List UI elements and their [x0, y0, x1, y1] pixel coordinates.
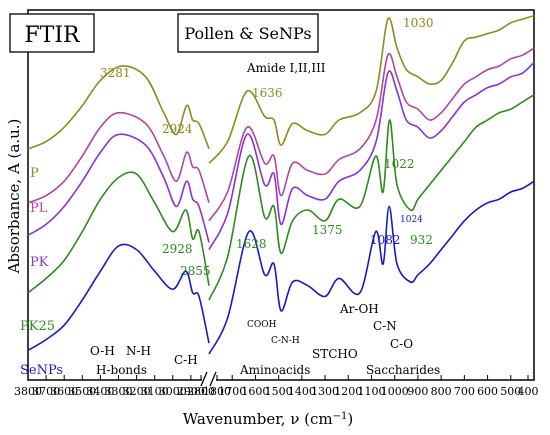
series-layer — [27, 14, 535, 355]
label-aminoacids: Aminoacids — [239, 363, 310, 377]
x-tick-label-left-2: 3600 — [50, 385, 78, 398]
x-tick-label-left-1: 3700 — [32, 385, 60, 398]
x-tick-label-left-6: 3200 — [123, 385, 151, 398]
series-line-pk-left — [27, 133, 210, 243]
x-tick-label-right-9: 900 — [407, 385, 428, 398]
x-tick-label-right-5: 1300 — [311, 385, 339, 398]
peak-2924: 2924 — [162, 122, 193, 136]
peak-1022: 1022 — [384, 157, 415, 171]
axis-break — [200, 371, 217, 387]
x-tick-label-right-0: 1800 — [203, 385, 231, 398]
x-tick-label-right-13: 500 — [500, 385, 521, 398]
label-pk: PK — [30, 255, 49, 270]
plot-frame — [27, 9, 535, 381]
label-hbonds: H-bonds — [96, 363, 147, 377]
label-cooh: COOH — [247, 320, 277, 330]
x-tick-label-right-7: 1100 — [358, 385, 386, 398]
x-tick-label-left-0: 3800 — [14, 385, 42, 398]
series-line-p-right — [208, 14, 535, 164]
x-axis-title: Wavenumber, ν (cm−1) — [183, 410, 353, 428]
label-oh: O-H — [90, 344, 115, 358]
x-tick-label-right-10: 800 — [431, 385, 452, 398]
label-saccharides: Saccharides — [366, 363, 440, 377]
x-tick-label-left-5: 3300 — [105, 385, 133, 398]
title-ftir: FTIR — [24, 23, 81, 48]
label-amide: Amide I,II,III — [246, 61, 326, 75]
peak-2855: 2855 — [180, 264, 211, 278]
x-tick-label-right-1: 1700 — [218, 385, 246, 398]
peak-1636: 1636 — [252, 86, 283, 100]
x-tick-label-left-10: 2800 — [187, 385, 215, 398]
series-line-senps-left — [27, 243, 210, 352]
x-tick-label-right-4: 1400 — [288, 385, 316, 398]
label-co: C-O — [390, 337, 413, 351]
label-stcho: STCHO — [312, 347, 358, 361]
label-cnh: C-N-H — [271, 336, 300, 346]
series-line-pk-right — [208, 61, 535, 250]
x-tick-label-left-8: 3000 — [159, 385, 187, 398]
title-pollen-senps: Pollen & SeNPs — [184, 24, 311, 43]
label-pk25: PK25 — [20, 319, 55, 334]
peak-1375: 1375 — [312, 223, 343, 237]
label-senps: SeNPs — [20, 363, 63, 378]
x-tick-label-left-4: 3400 — [86, 385, 114, 398]
peak-2928: 2928 — [162, 242, 193, 256]
x-tick-label-left-3: 3500 — [68, 385, 96, 398]
series-line-p-left — [27, 65, 210, 150]
peak-1082: 1082 — [370, 233, 401, 247]
peak-3281: 3281 — [100, 66, 131, 80]
label-nh: N-H — [126, 344, 151, 358]
title-box-ftir: FTIR — [9, 13, 95, 53]
peak-932: 932 — [410, 233, 433, 247]
peak-1030: 1030 — [403, 16, 434, 30]
label-cn: C-N — [373, 319, 397, 333]
series-line-pl-left — [27, 111, 210, 204]
x-tick-label-right-6: 1200 — [334, 385, 362, 398]
label-p: P — [30, 166, 39, 181]
series-line-pl-right — [208, 47, 535, 222]
x-tick-label-left-9: 2900 — [177, 385, 205, 398]
x-tick-label-left-7: 3100 — [141, 385, 169, 398]
peak-1628: 1628 — [236, 237, 267, 251]
peak-1024: 1024 — [400, 215, 423, 225]
x-tick-label-right-12: 600 — [477, 385, 498, 398]
x-tick-label-right-8: 1000 — [381, 385, 409, 398]
ticks-layer: 3800370036003500340033003200310030002900… — [14, 375, 539, 398]
x-tick-label-right-14: 400 — [518, 385, 539, 398]
label-ch: C-H — [174, 353, 198, 367]
series-line-pk25-right — [208, 94, 535, 301]
x-tick-label-right-11: 700 — [454, 385, 475, 398]
series-line-pk25-left — [27, 171, 210, 294]
label-aroh: Ar-OH — [339, 302, 379, 316]
series-line-senps-right — [208, 180, 535, 355]
x-tick-label-right-3: 1500 — [265, 385, 293, 398]
y-axis-title: Absorbance, A (a.u.) — [5, 119, 23, 275]
title-box-pollen: Pollen & SeNPs — [177, 13, 319, 53]
label-pl: PL — [30, 201, 48, 216]
x-tick-label-right-2: 1600 — [241, 385, 269, 398]
